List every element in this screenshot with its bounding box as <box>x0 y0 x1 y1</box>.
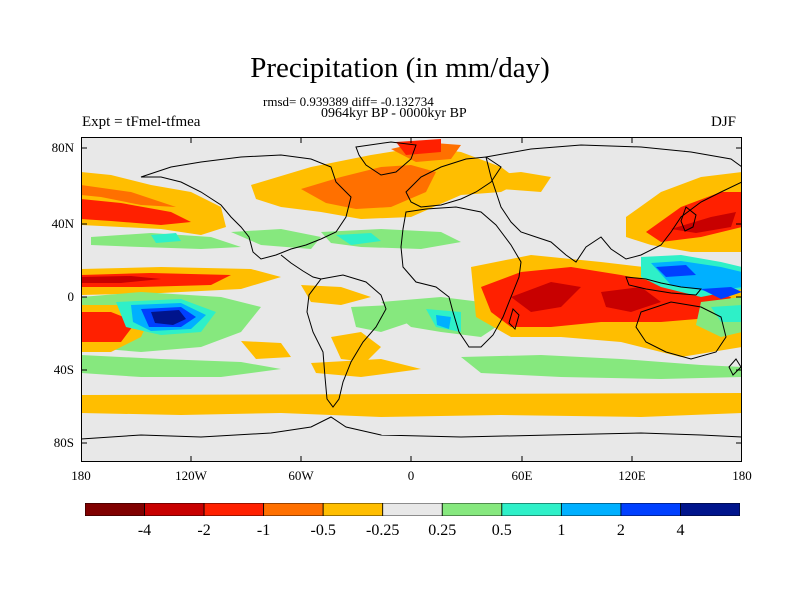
colorbar-swatch <box>501 503 562 516</box>
colorbar-swatch <box>144 503 205 516</box>
shade-wpac-darkblue <box>656 265 696 277</box>
colorbar-swatch <box>680 503 740 516</box>
shade-natl-red <box>301 165 436 209</box>
shade-green-ssub2 <box>461 355 742 379</box>
shade-npacific-orange2 <box>81 185 176 207</box>
colorbar-swatch <box>441 503 503 516</box>
coast-europe <box>405 156 502 208</box>
shade-africa-blue <box>436 315 451 329</box>
colorbar-swatch <box>322 503 384 516</box>
coastlines <box>81 141 742 440</box>
lon-label-60e: 60E <box>511 468 533 483</box>
coast-australia <box>635 301 727 360</box>
shade-orange-ssub <box>311 359 421 377</box>
colorbar-swatch <box>620 503 681 516</box>
colorbar-tick-label: -0.5 <box>310 522 336 539</box>
colorbar-swatch <box>382 503 443 516</box>
colorbar-swatch <box>203 503 265 516</box>
coast-south-america <box>306 274 387 408</box>
shade-npacific-red <box>81 199 191 225</box>
rmsd-diff-stats: rmsd= 0.939389 diff= -0.132734 <box>263 94 434 109</box>
shade-southern-band <box>81 393 742 417</box>
shade-io-dark <box>511 282 581 312</box>
coast-madagascar <box>508 308 520 330</box>
shade-tatl-orange <box>301 285 371 305</box>
coast-antarctica <box>81 416 742 440</box>
colorbar-tick-label: 4 <box>676 522 685 539</box>
lon-label-180w: 180 <box>71 468 91 483</box>
shade-trop-pac-dark <box>81 276 161 283</box>
shade-green-ssub1 <box>81 355 281 377</box>
shade-wpac-darkblue2 <box>701 287 742 299</box>
season-label: DJF <box>711 114 737 130</box>
lat-label-40n: 40N <box>51 216 74 231</box>
colorbar-tick-label: 1 <box>557 522 566 539</box>
coast-greenland <box>355 141 417 176</box>
coast-africa <box>400 206 522 348</box>
shade-arctic-red <box>396 139 441 155</box>
lon-label-120e: 120E <box>618 468 646 483</box>
colorbar-tick-label: -1 <box>256 522 271 539</box>
colorbar-tick-label: 0.5 <box>491 522 512 539</box>
shade-spcz-cyan <box>711 305 742 322</box>
lat-label-80s: 80S <box>53 435 74 450</box>
colorbar-tick-label: -4 <box>137 522 152 539</box>
lon-label-60w: 60W <box>288 468 314 483</box>
colorbar-tick-label: -2 <box>197 522 211 539</box>
shade-nwpac-red <box>646 192 742 242</box>
lat-label-40s: 40S <box>53 362 74 377</box>
lat-label-80n: 80N <box>51 140 74 155</box>
colorbar-swatch <box>560 503 622 516</box>
colorbar-tick-label: 0.25 <box>428 522 457 539</box>
colorbar-swatch <box>85 503 145 516</box>
shade-cyan-nsub2 <box>151 233 181 243</box>
lat-label-equator: 0 <box>67 289 75 304</box>
coast-maritime <box>625 276 702 296</box>
map-title: Precipitation (in mm/day) <box>250 52 550 84</box>
colorbar-tick-label: -0.25 <box>366 522 400 539</box>
shade-spac-red <box>81 312 136 342</box>
colorbar <box>85 503 740 516</box>
coast-new-zealand <box>728 358 742 376</box>
time-period: 0964kyr BP - 0000kyr BP <box>321 106 467 121</box>
shade-nwpac-dark <box>671 212 736 233</box>
experiment-label: Expt = tFmel-tfmea <box>82 114 201 130</box>
coast-central-america <box>280 254 322 280</box>
colorbar-tick-label: 2 <box>616 522 625 539</box>
lon-label-0: 0 <box>407 468 415 483</box>
coast-north-america <box>140 154 352 260</box>
lon-label-120w: 120W <box>175 468 207 483</box>
shade-orange-ssub2 <box>241 341 291 359</box>
coast-asia <box>485 144 742 263</box>
precipitation-map <box>81 137 742 462</box>
coast-japan <box>680 206 697 232</box>
shade-io-dark2 <box>601 287 661 312</box>
shade-green-nsub2 <box>231 229 321 249</box>
tick-marks <box>81 137 742 462</box>
shade-cyan-nsub <box>336 233 381 245</box>
shade-spac-navy <box>151 310 186 325</box>
colorbar-swatch <box>263 503 324 516</box>
lon-label-180e: 180 <box>732 468 752 483</box>
shade-satl-orange <box>331 332 381 362</box>
